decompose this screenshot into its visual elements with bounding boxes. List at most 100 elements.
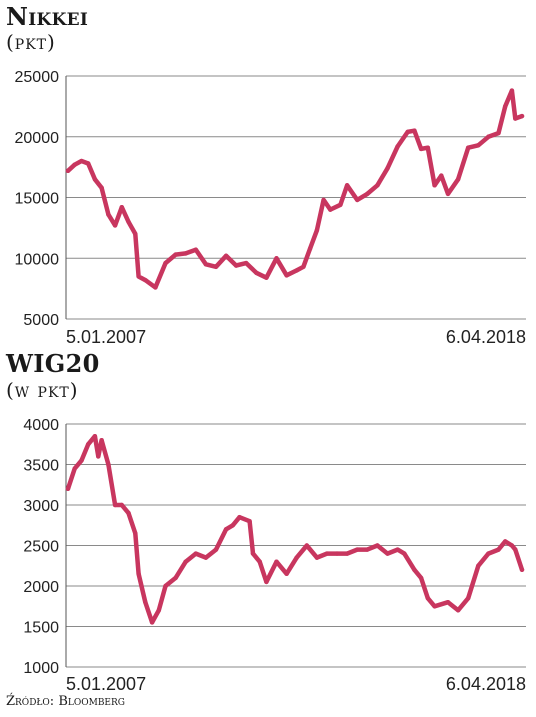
chart2-unit: (w pkt) [6, 378, 79, 402]
data-point [294, 555, 299, 560]
y-tick-label: 5000 [23, 312, 59, 329]
data-point [412, 567, 417, 572]
data-point [445, 191, 451, 197]
data-point [99, 438, 104, 443]
data-point [136, 571, 141, 577]
chart1-unit: (pkt) [6, 30, 56, 54]
data-point [264, 275, 269, 280]
y-tick-label: 2500 [23, 539, 59, 556]
data-point [395, 144, 400, 149]
data-point [247, 519, 252, 524]
y-tick-label: 1500 [23, 620, 59, 637]
data-point [425, 145, 431, 150]
data-point [254, 270, 259, 276]
data-point [314, 228, 320, 233]
x-end-label: 6.04.2018 [446, 674, 526, 692]
data-point [173, 252, 178, 257]
data-point [72, 162, 77, 167]
series-line [65, 88, 525, 290]
data-point [106, 212, 111, 217]
data-point [496, 547, 501, 552]
data-point [509, 543, 515, 548]
data-point [432, 604, 437, 609]
y-tick-label: 1000 [23, 660, 59, 677]
data-point [92, 433, 98, 439]
data-point [412, 128, 417, 133]
data-point [509, 88, 515, 93]
data-point [355, 547, 360, 552]
y-tick-label: 10000 [15, 251, 60, 268]
data-point [96, 454, 101, 459]
data-point [365, 547, 370, 552]
data-point [92, 177, 98, 182]
data-point [133, 531, 138, 536]
data-point [519, 113, 525, 119]
source-note: Źródło: Bloomberg [6, 694, 125, 709]
data-point [465, 145, 471, 150]
data-point [173, 575, 178, 581]
data-point [149, 620, 155, 625]
data-point [513, 116, 518, 121]
data-point [203, 262, 209, 267]
data-point [264, 579, 269, 585]
data-point [301, 264, 306, 269]
data-point [375, 183, 380, 188]
y-tick-label: 3000 [23, 498, 59, 515]
data-point [321, 197, 326, 203]
data-point [119, 502, 125, 508]
data-point [334, 551, 340, 556]
data-point [153, 285, 158, 290]
data-point [79, 458, 84, 463]
data-point [112, 223, 118, 228]
data-point [274, 559, 279, 564]
nikkei-chart: 25000 20000 15000 10000 5000 5.01.2007 6.04.20… [15, 69, 526, 347]
data-point [85, 442, 91, 447]
x-end-label: 6.04.2018 [446, 327, 526, 347]
data-point [418, 146, 424, 152]
data-point [365, 191, 370, 197]
data-point [476, 563, 481, 568]
data-point [156, 608, 161, 613]
data-point [213, 264, 219, 269]
data-point [65, 486, 71, 491]
wig20-chart: 4000 3500 3000 2500 2000 1500 1000 5.01.2007 6.0… [23, 417, 526, 692]
y-tick-label: 20000 [15, 130, 60, 147]
data-point [284, 273, 289, 278]
data-point [496, 130, 501, 136]
data-point [237, 514, 242, 520]
y-tick-label: 25000 [15, 69, 60, 86]
data-point [85, 161, 91, 166]
x-start-label: 5.01.2007 [66, 327, 146, 347]
data-point [486, 551, 491, 556]
data-point [385, 551, 390, 556]
data-point [257, 559, 262, 564]
data-point [375, 543, 380, 548]
data-point [328, 207, 333, 212]
data-point [395, 547, 400, 552]
data-point [405, 129, 410, 135]
data-point [294, 268, 299, 273]
data-point [119, 205, 125, 210]
data-point [455, 608, 461, 613]
data-point [112, 502, 118, 508]
data-point [502, 539, 508, 544]
data-point [163, 583, 168, 589]
y-tick-label: 15000 [15, 191, 60, 208]
data-point [425, 595, 431, 601]
data-point [284, 571, 289, 577]
data-point [163, 260, 168, 266]
data-point [324, 551, 330, 556]
data-point [106, 462, 111, 467]
data-point [244, 260, 249, 266]
data-point [385, 166, 390, 171]
data-point [519, 567, 525, 572]
x-start-label: 5.01.2007 [66, 674, 146, 692]
chart1-title: Nikkei [6, 2, 89, 31]
data-point [193, 551, 198, 556]
data-point [79, 158, 84, 164]
data-point [344, 183, 350, 188]
data-point [72, 466, 77, 471]
data-point [418, 575, 424, 581]
data-point [99, 185, 104, 190]
data-point [126, 510, 131, 516]
